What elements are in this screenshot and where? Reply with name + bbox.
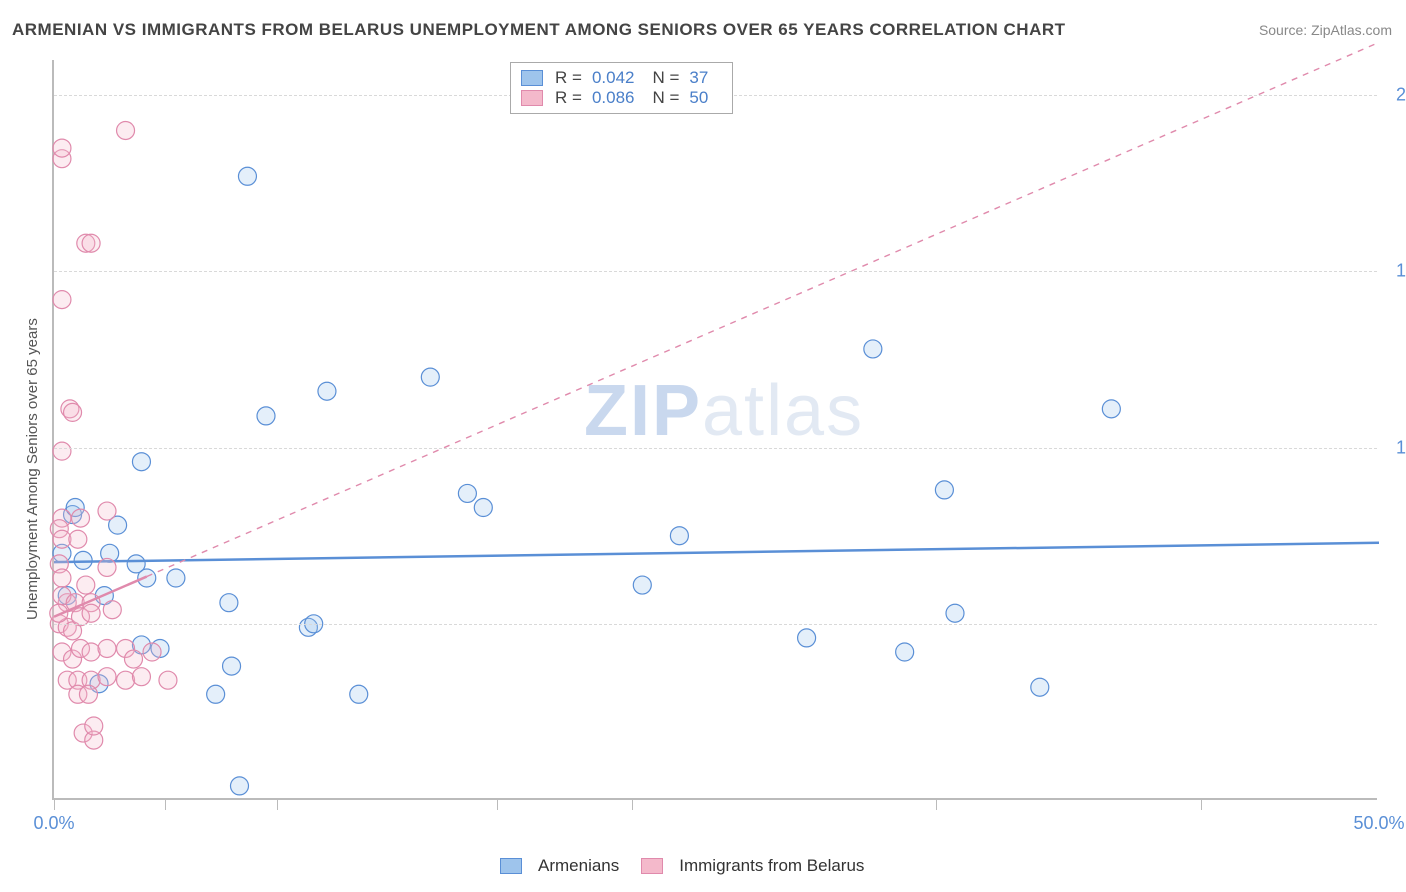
data-point-belarus [53,569,71,587]
data-point-belarus [53,139,71,157]
data-point-belarus [53,530,71,548]
x-tick [936,798,937,810]
data-point-armenians [238,167,256,185]
data-point-belarus [79,685,97,703]
legend-item-armenians: Armenians [500,856,619,876]
y-tick-label: 10.0% [1396,437,1406,458]
data-point-armenians [132,453,150,471]
data-point-armenians [946,604,964,622]
data-point-armenians [1102,400,1120,418]
trendline-armenians [54,543,1379,562]
data-point-belarus [98,558,116,576]
data-point-armenians [670,527,688,545]
chart-title: ARMENIAN VS IMMIGRANTS FROM BELARUS UNEM… [12,20,1066,40]
data-point-armenians [935,481,953,499]
chart-container: { "title": "ARMENIAN VS IMMIGRANTS FROM … [0,0,1406,892]
data-point-armenians [458,484,476,502]
data-point-belarus [98,502,116,520]
data-point-belarus [53,442,71,460]
data-point-armenians [257,407,275,425]
stats-row-armenians: R = 0.042 N = 37 [521,68,722,88]
legend-label-armenians: Armenians [538,856,619,876]
x-tick [165,798,166,810]
stat-r-value: 0.042 [592,68,635,88]
data-point-belarus [53,291,71,309]
data-point-armenians [633,576,651,594]
plot-area: ZIPatlas 5.0%10.0%15.0%20.0%0.0%50.0% [52,60,1377,800]
data-point-armenians [207,685,225,703]
data-point-belarus [69,530,87,548]
stat-n-value: 37 [689,68,708,88]
stat-n-value: 50 [689,88,708,108]
legend-swatch-armenians [500,858,522,874]
plot-svg [54,60,1379,800]
source-label: Source: ZipAtlas.com [1259,22,1392,38]
legend-item-belarus: Immigrants from Belarus [641,856,864,876]
data-point-armenians [1031,678,1049,696]
data-point-belarus [117,121,135,139]
trendline-ext-belarus [147,42,1379,576]
data-point-armenians [421,368,439,386]
data-point-armenians [798,629,816,647]
data-point-belarus [77,576,95,594]
data-point-belarus [72,509,90,527]
x-tick [632,798,633,810]
data-point-belarus [125,650,143,668]
data-point-belarus [117,671,135,689]
legend-label-belarus: Immigrants from Belarus [679,856,864,876]
legend-swatch-belarus [641,858,663,874]
data-point-belarus [85,717,103,735]
data-point-belarus [98,668,116,686]
stat-n-label: N = [652,88,679,108]
data-point-armenians [167,569,185,587]
gridline [54,448,1377,449]
stat-r-label: R = [555,68,582,88]
data-point-belarus [82,604,100,622]
data-point-armenians [223,657,241,675]
x-tick [54,798,55,810]
data-point-belarus [143,643,161,661]
data-point-belarus [82,234,100,252]
data-point-belarus [159,671,177,689]
data-point-belarus [103,601,121,619]
x-tick [277,798,278,810]
y-axis-label: Unemployment Among Seniors over 65 years [24,318,41,620]
data-point-belarus [82,643,100,661]
data-point-belarus [132,668,150,686]
data-point-armenians [474,499,492,517]
stat-n-label: N = [652,68,679,88]
swatch-armenians [521,70,543,86]
y-tick-label: 15.0% [1396,261,1406,282]
stat-r-label: R = [555,88,582,108]
x-tick [1201,798,1202,810]
stat-r-value: 0.086 [592,88,635,108]
stats-legend: R = 0.042 N = 37 R = 0.086 N = 50 [510,62,733,114]
data-point-belarus [64,403,82,421]
x-tick [497,798,498,810]
swatch-belarus [521,90,543,106]
y-tick-label: 20.0% [1396,85,1406,106]
data-point-armenians [896,643,914,661]
data-point-armenians [231,777,249,795]
data-point-armenians [318,382,336,400]
x-tick-label: 0.0% [33,813,74,834]
gridline [54,624,1377,625]
data-point-armenians [350,685,368,703]
x-tick-label: 50.0% [1353,813,1404,834]
series-legend: Armenians Immigrants from Belarus [500,856,864,876]
data-point-armenians [864,340,882,358]
data-point-belarus [98,639,116,657]
stats-row-belarus: R = 0.086 N = 50 [521,88,722,108]
gridline [54,271,1377,272]
data-point-armenians [220,594,238,612]
